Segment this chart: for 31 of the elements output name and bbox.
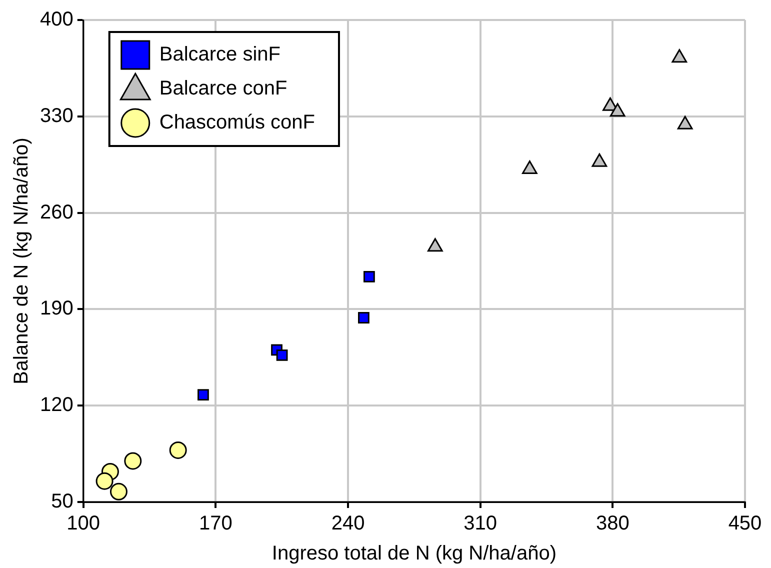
y-tick-label: 190 <box>40 298 74 320</box>
x-axis-title: Ingreso total de N (kg N/ha/año) <box>272 542 556 565</box>
y-tick-label: 400 <box>40 8 74 31</box>
x-tick-label: 450 <box>728 512 762 535</box>
point <box>427 238 443 252</box>
y-tick-label: 330 <box>40 104 74 127</box>
x-tick-label: 380 <box>596 512 630 535</box>
x-tick-label: 100 <box>66 512 100 535</box>
point <box>110 482 128 500</box>
y-axis-title: Balance de N (kg N/ha/año) <box>10 138 33 384</box>
point <box>96 472 114 490</box>
x-tick-label: 170 <box>199 512 232 535</box>
y-tick-label: 120 <box>40 394 74 416</box>
point <box>169 441 187 459</box>
point <box>672 49 688 63</box>
point <box>198 389 209 401</box>
point <box>610 103 626 117</box>
point <box>522 160 538 174</box>
legend-label: Balcarce conF <box>159 78 288 100</box>
point <box>592 153 608 167</box>
point <box>677 116 693 130</box>
legend-label: Chascomús conF <box>159 112 315 134</box>
point <box>124 452 142 470</box>
y-tick-label: 260 <box>40 201 74 224</box>
x-tick-label: 310 <box>464 512 498 535</box>
point <box>358 312 370 324</box>
y-tick-label: 50 <box>51 490 74 513</box>
legend-label: Balcarce sinF <box>159 44 281 66</box>
point <box>276 349 288 361</box>
point <box>363 271 375 282</box>
x-tick-label: 240 <box>331 512 365 535</box>
